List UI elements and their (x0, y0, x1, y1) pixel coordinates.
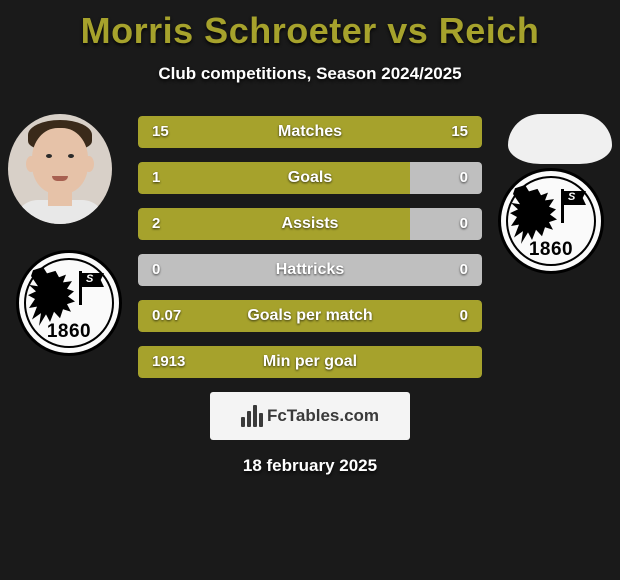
content-area: S 1860 S 1860 1515Matches 10Goals 20Assist… (0, 114, 620, 476)
stat-row: 20Assists (138, 208, 482, 240)
title-text: Morris Schroeter vs Reich (81, 10, 540, 51)
stat-row: 10Goals (138, 162, 482, 194)
stat-label: Min per goal (138, 346, 482, 378)
watermark: FcTables.com (210, 392, 410, 440)
crest-year-right: 1860 (501, 239, 601, 261)
subtitle: Club competitions, Season 2024/2025 (0, 64, 620, 84)
stat-row: 1515Matches (138, 116, 482, 148)
stat-label: Assists (138, 208, 482, 240)
stats-bars: 1515Matches 10Goals 20Assists 00Hattricks 0.… (138, 114, 482, 378)
stat-row: 0.070Goals per match (138, 300, 482, 332)
subtitle-text: Club competitions, Season 2024/2025 (158, 64, 461, 83)
flag-icon: S (79, 271, 105, 305)
player-right-avatar (508, 114, 612, 164)
player-left-avatar (8, 114, 112, 224)
watermark-text: FcTables.com (267, 406, 379, 426)
watermark-suffix: Tables (287, 406, 340, 425)
stat-label: Goals (138, 162, 482, 194)
club-crest-right: S 1860 (498, 168, 604, 274)
stat-label: Goals per match (138, 300, 482, 332)
flag-icon: S (561, 189, 587, 223)
stat-row: 00Hattricks (138, 254, 482, 286)
page-title: Morris Schroeter vs Reich (0, 0, 620, 52)
stat-row: 1913Min per goal (138, 346, 482, 378)
date-text: 18 february 2025 (0, 456, 620, 476)
stat-label: Hattricks (138, 254, 482, 286)
club-crest-left: S 1860 (16, 250, 122, 356)
stat-label: Matches (138, 116, 482, 148)
watermark-tld: .com (339, 406, 379, 425)
bars-icon (241, 405, 263, 427)
crest-year-left: 1860 (19, 321, 119, 343)
watermark-prefix: Fc (267, 406, 287, 425)
